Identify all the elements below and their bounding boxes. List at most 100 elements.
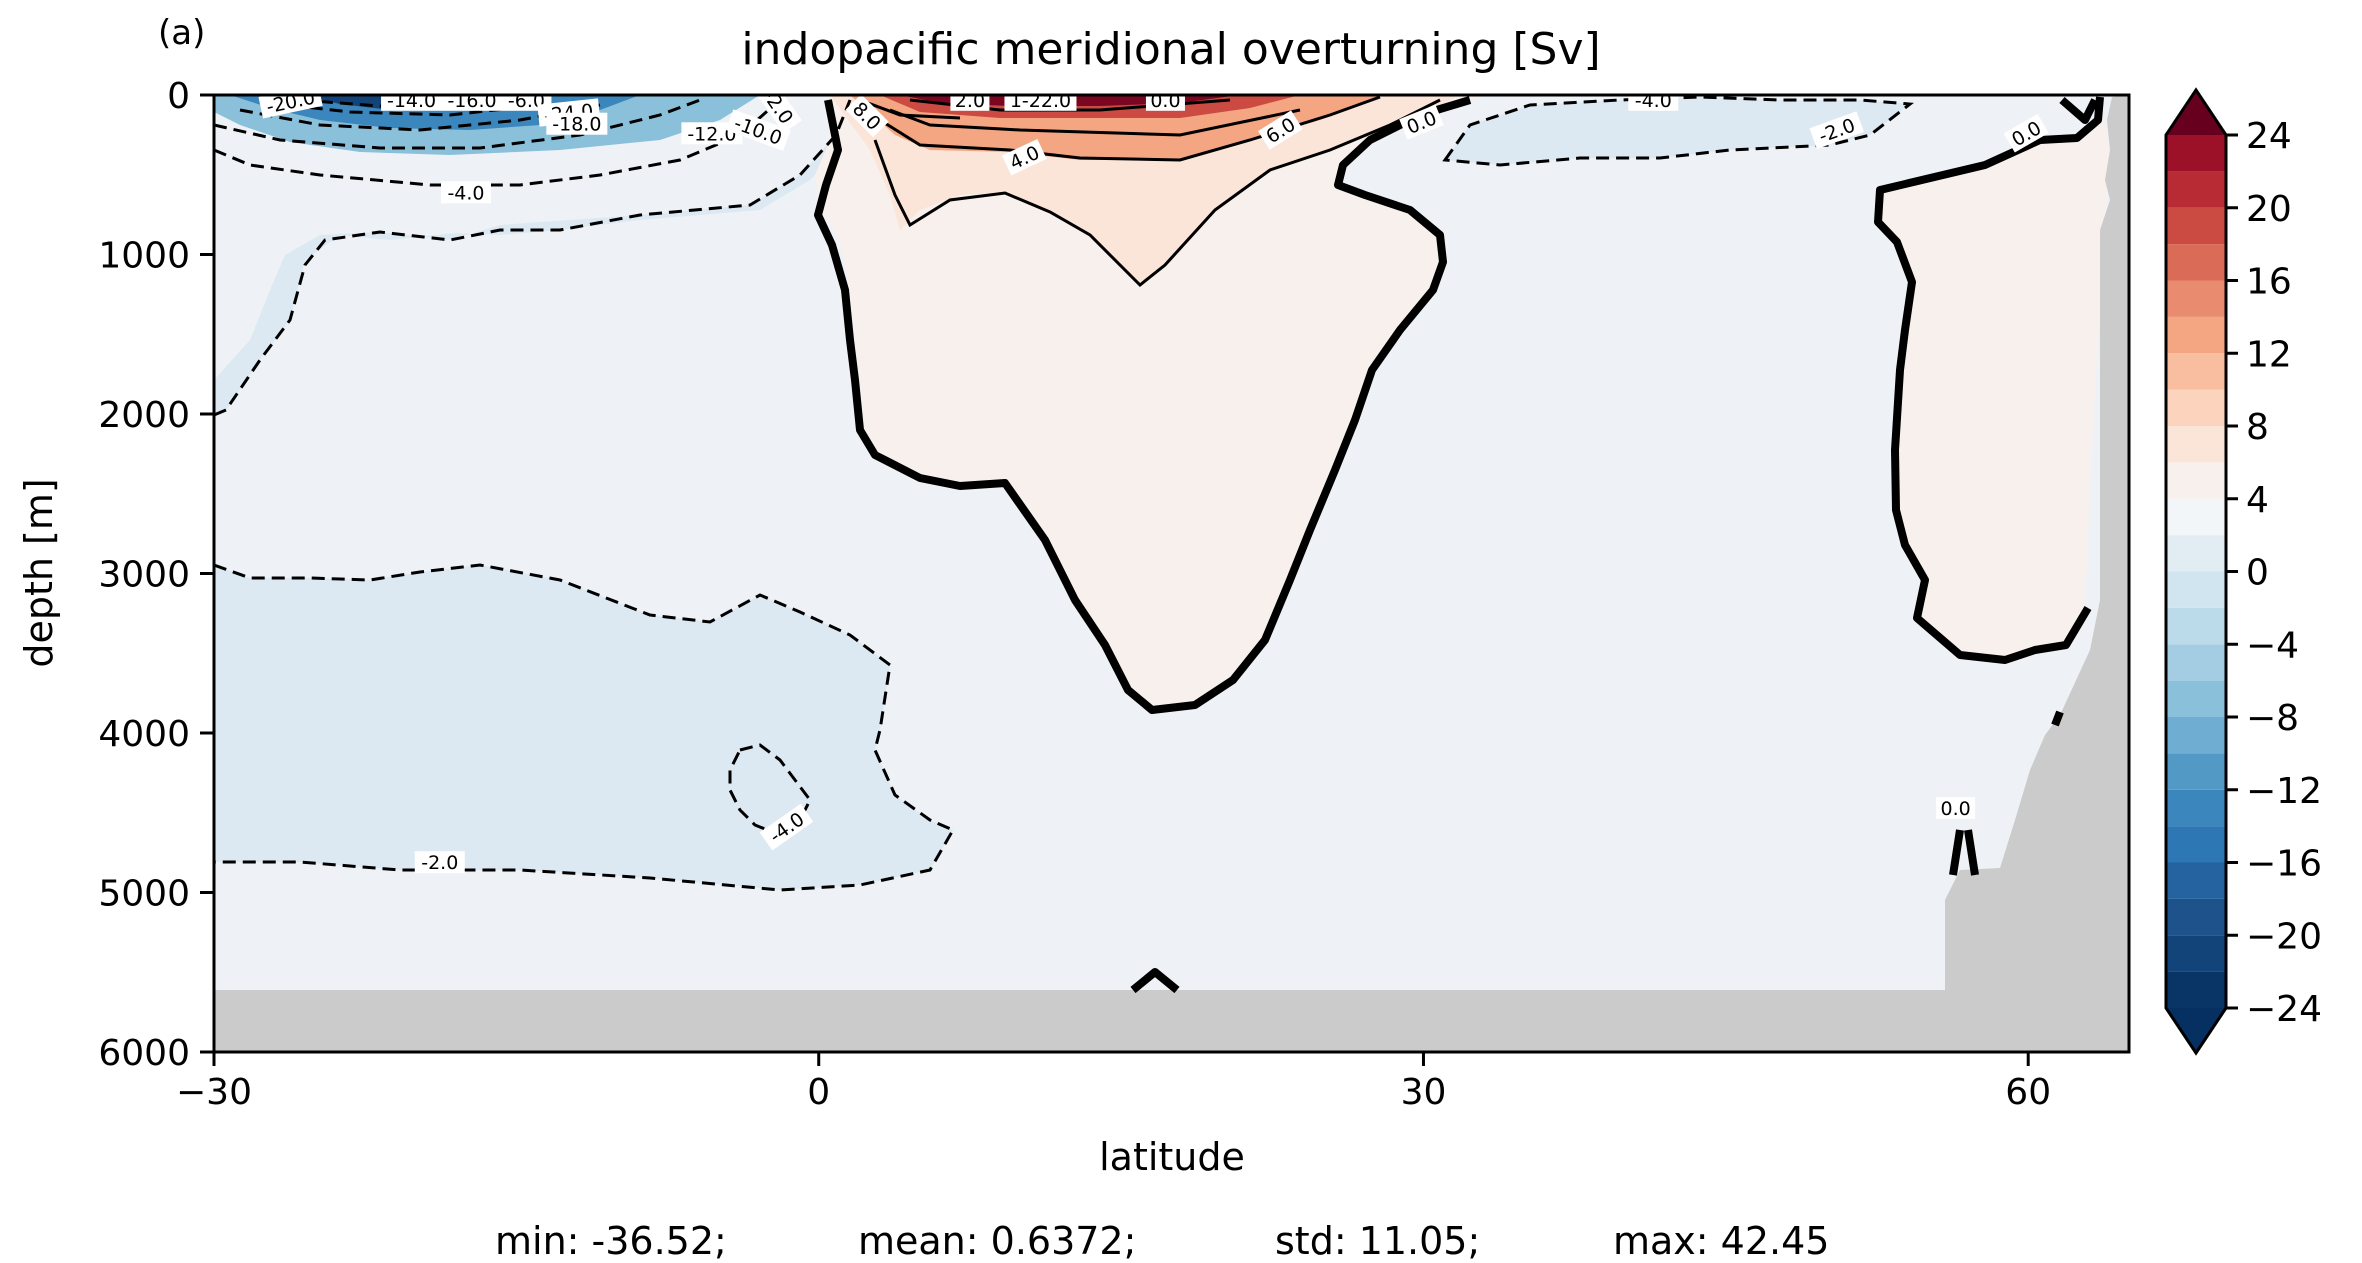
contour-label-text: -16.0	[447, 90, 496, 112]
contour-label: -4.0	[440, 181, 491, 204]
stat-std: std: 11.05;	[1275, 1219, 1480, 1263]
contour-label: 1-22.0	[1004, 90, 1077, 112]
contour-neg-6	[214, 98, 701, 150]
contour-label-text: 0.0	[1150, 90, 1180, 112]
contour-label-bg	[1002, 138, 1047, 176]
colorbar-segment	[2166, 753, 2226, 790]
colorbar-segment	[2166, 680, 2226, 717]
contour-label: -14.0	[381, 90, 443, 112]
contour-label-bg	[755, 95, 802, 133]
contour-2	[873, 98, 1441, 288]
contour-label-bg	[2003, 114, 2049, 153]
colorbar-tick-label: 8	[2246, 407, 2269, 448]
contour-label-text: -12.0	[687, 123, 736, 145]
colorbar-segment	[2166, 935, 2226, 972]
negative-cell-upper-right	[1445, 97, 1910, 165]
contour-label-text: -18.0	[552, 114, 601, 136]
colorbar-segment	[2166, 644, 2226, 681]
x-tick-label: −30	[176, 1072, 252, 1113]
contour-neg-4-upper	[214, 98, 781, 187]
contour-8	[859, 98, 961, 120]
colorbar-tick-label: 12	[2246, 334, 2292, 375]
colorbar-tick-label: −24	[2246, 989, 2322, 1030]
colorbar-segment	[2166, 571, 2226, 608]
stat-min: min: -36.52;	[495, 1219, 727, 1263]
colorbar-segment	[2166, 898, 2226, 936]
y-tick-label: 2000	[98, 395, 190, 436]
contour-label-bg	[759, 803, 814, 851]
colorbar-tick-label: −12	[2246, 771, 2322, 812]
colorbar-segment	[2166, 171, 2226, 208]
contour-label: -4.0	[759, 803, 814, 851]
contour-neg-2-right	[1442, 95, 1914, 167]
colorbar-segment	[2166, 135, 2226, 172]
chart-title: indopacific meridional overturning [Sv]	[741, 24, 1600, 75]
contour-label-bg	[440, 181, 491, 204]
colorbar-tick-label: 20	[2246, 189, 2292, 230]
contour-neg-2-deep	[214, 563, 956, 892]
zero-contour-bottom	[1130, 968, 1180, 994]
colorbar-segment	[2166, 353, 2226, 390]
x-tick-label: 30	[1401, 1072, 1447, 1113]
contour-label-bg	[950, 95, 990, 111]
x-tick-label: 60	[2005, 1072, 2051, 1113]
colorbar-segment	[2166, 717, 2226, 754]
colorbar-tick-label: −20	[2246, 916, 2322, 957]
contour-label-text: 2.0	[955, 90, 985, 112]
colorbar-segment	[2166, 535, 2226, 572]
colorbar-tick-label: −4	[2246, 625, 2299, 666]
colorbar-segment	[2166, 607, 2226, 645]
colorbar-tick-label: 24	[2246, 116, 2292, 157]
contour-label-text: -14.0	[387, 90, 436, 112]
zero-contour-tropical	[814, 96, 1472, 714]
stat-max: max: 42.45	[1613, 1219, 1829, 1263]
stat-mean: mean: 0.6372;	[858, 1219, 1136, 1263]
contour-label: -16.0	[441, 90, 503, 112]
colorbar-tick-label: 0	[2246, 553, 2269, 594]
contour-label-text: 1-22.0	[1010, 90, 1071, 112]
zero-contour-deep-2	[1964, 829, 1979, 876]
colorbar-extend-top	[2166, 90, 2226, 135]
contour-label: -18.0	[546, 112, 608, 136]
contour-4	[879, 95, 1381, 162]
contour-label-text: 0.0	[1941, 798, 1971, 820]
colorbar-tick-label: −8	[2246, 698, 2299, 739]
colorbar-segment	[2166, 789, 2226, 827]
contour-label-bg	[381, 95, 443, 111]
contour-label-bg	[1809, 111, 1864, 149]
contour-6	[889, 108, 1301, 137]
contour-label-bg	[546, 112, 608, 135]
colorbar-segment	[2166, 498, 2226, 536]
colorbar-segment	[2166, 971, 2226, 1008]
contour-neg-2-upper	[214, 99, 852, 417]
contour-label-text: -4.0	[1635, 90, 1672, 112]
y-tick-label: 4000	[98, 714, 190, 755]
contour-label-text: -2.0	[421, 852, 458, 874]
colorbar-segment	[2166, 316, 2226, 354]
contour-label-bg	[1936, 796, 1976, 819]
y-axis: 0 1000 2000 3000 4000 5000 6000	[98, 76, 214, 1074]
plot-area: -20.0-14.0-16.0-6.0-24.0-18.0-12.0-10.0-…	[214, 90, 2129, 1052]
contour-label: 2.0	[950, 90, 990, 112]
contour-label-bg	[1004, 95, 1077, 111]
negative-contours	[214, 95, 1914, 892]
colorbar-segment	[2166, 280, 2226, 317]
contour-label-bg	[1145, 95, 1185, 111]
x-tick-label: 0	[807, 1072, 830, 1113]
colorbar-segment	[2166, 826, 2226, 863]
contour-label: -4.0	[1628, 90, 1679, 112]
contour-label: 0.0	[1936, 796, 1976, 820]
contour-label-bg	[1399, 104, 1444, 140]
x-axis: −30 0 30 60	[176, 1052, 2051, 1113]
y-axis-label: depth [m]	[17, 478, 61, 667]
contour-label-bg	[1628, 95, 1679, 111]
y-tick-label: 0	[167, 76, 190, 117]
contour-label-text: -6.0	[508, 90, 545, 112]
x-axis-label: latitude	[1099, 1135, 1245, 1179]
colorbar-segment	[2166, 389, 2226, 426]
contour-label-bg	[441, 95, 503, 111]
colorbar-segment	[2166, 862, 2226, 899]
contour-label-bg	[725, 109, 791, 151]
zero-contour-deep-1	[1949, 829, 1964, 876]
colorbar-extend-bottom	[2166, 1008, 2226, 1053]
